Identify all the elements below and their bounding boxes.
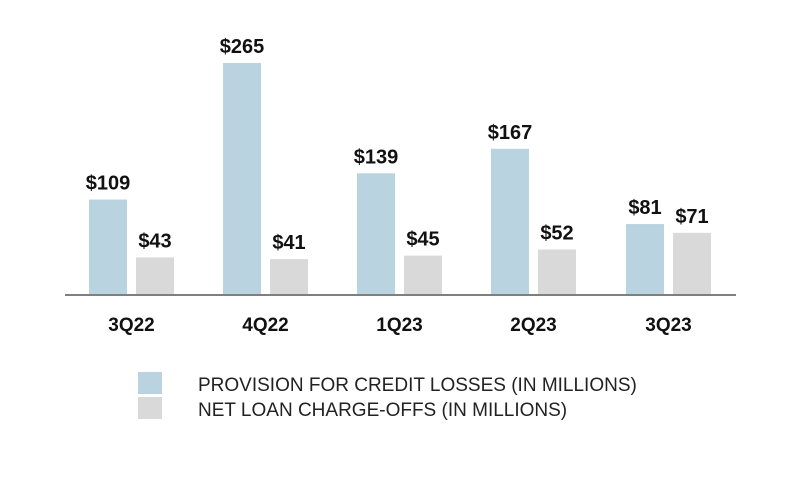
data-label-charge-offs-2q23: $52 [540,222,573,244]
bar-provision-2q23 [491,148,529,295]
x-tick-label-4q22: 4Q22 [242,315,288,336]
x-tick-label-3q22: 3Q22 [108,315,154,336]
legend-swatch-provision [138,372,162,394]
bar-labels-group: $109 $265 $139 $167 $81 $43 $41 $45 $52 $71 [86,36,709,254]
data-label-provision-3q22: $109 [86,173,131,195]
legend-swatch-charge-offs [138,397,162,419]
data-label-charge-offs-3q22: $43 [138,230,171,252]
x-tick-labels-group: 3Q22 4Q22 1Q23 2Q23 3Q23 [108,315,691,336]
bar-provision-3q22 [89,199,127,295]
bar-charge-offs-1q23 [404,255,442,295]
data-label-provision-1q23: $139 [354,146,399,168]
data-label-provision-4q22: $265 [220,36,265,58]
data-label-charge-offs-1q23: $45 [406,229,439,251]
data-label-provision-3q23: $81 [628,197,661,219]
data-label-charge-offs-4q22: $41 [272,232,305,254]
bar-charge-offs-4q22 [270,259,308,295]
data-label-provision-2q23: $167 [488,122,533,144]
x-tick-label-1q23: 1Q23 [376,315,422,336]
bar-charge-offs-3q23 [673,232,711,295]
x-tick-label-3q23: 3Q23 [645,315,691,336]
legend: PROVISION FOR CREDIT LOSSES (IN MILLIONS… [138,372,637,421]
bar-charge-offs-2q23 [538,249,576,295]
data-label-charge-offs-3q23: $71 [675,206,708,228]
bar-provision-1q23 [357,173,395,295]
legend-label-charge-offs: NET LOAN CHARGE-OFFS (IN MILLIONS) [198,400,567,421]
bar-provision-3q23 [626,224,664,295]
bars-group [89,63,711,295]
x-tick-label-2q23: 2Q23 [510,315,556,336]
bar-charge-offs-3q22 [136,257,174,295]
legend-label-provision: PROVISION FOR CREDIT LOSSES (IN MILLIONS… [198,375,637,396]
bar-provision-4q22 [223,63,261,295]
